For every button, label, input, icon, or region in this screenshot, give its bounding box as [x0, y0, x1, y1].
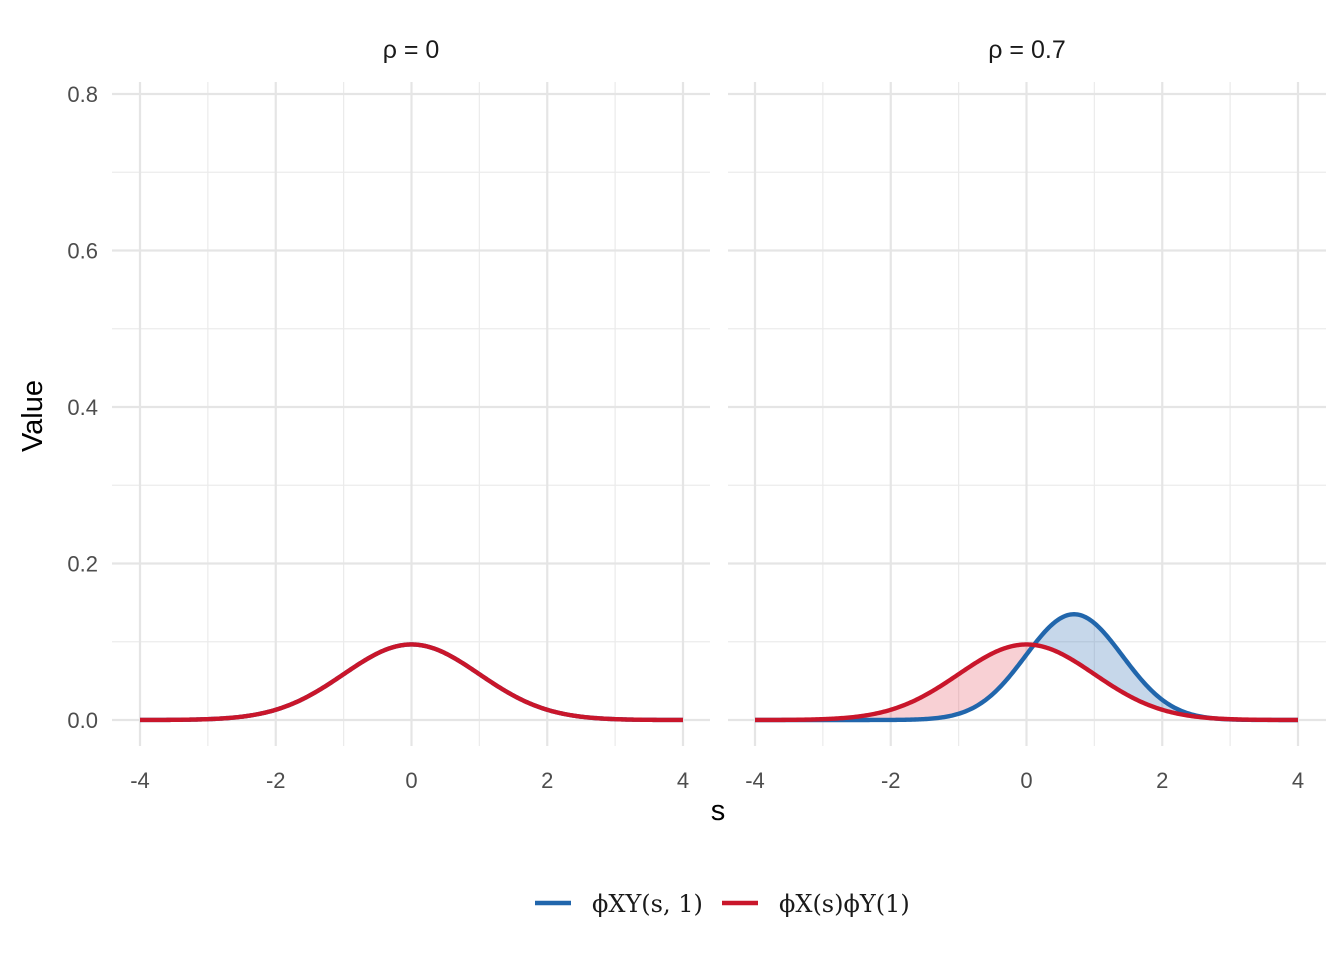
- x-tick-label: 2: [541, 768, 553, 793]
- x-axis-title: s: [711, 795, 726, 827]
- legend: ϕXY(s, 1) ϕX(s)ϕY(1): [535, 890, 910, 918]
- x-tick-label: 0: [405, 768, 417, 793]
- y-tick-label: 0.0: [67, 708, 98, 733]
- y-tick-label: 0.4: [67, 395, 98, 420]
- series-line-phi-prod: [754, 642, 1299, 723]
- x-tick-label: 2: [1156, 768, 1168, 793]
- y-axis-title: Value: [17, 380, 49, 452]
- ribbon-phi-prod-above: [755, 644, 1034, 720]
- y-tick-label: 0.6: [67, 239, 98, 264]
- x-tick-label: 0: [1020, 768, 1032, 793]
- panel-2: ρ = 0.7 -4 -2 0 2 4: [728, 36, 1326, 793]
- panel-1: ρ = 0 -4 -2 0 2 4 0.0 0.2 0.4 0.6 0.8: [67, 36, 710, 793]
- y-tick-label: 0.2: [67, 552, 98, 577]
- series-line-phi-prod: [139, 642, 684, 723]
- ribbon-phi-xy-above: [1034, 614, 1213, 719]
- x-tick-label: 4: [1292, 768, 1304, 793]
- y-tick-label: 0.8: [67, 82, 98, 107]
- legend-label-2: ϕX(s)ϕY(1): [779, 890, 910, 918]
- panel-strip-title: ρ = 0: [383, 36, 440, 64]
- legend-label-1: ϕXY(s, 1): [592, 890, 703, 918]
- x-tick-label: -2: [881, 768, 901, 793]
- panel-strip-title: ρ = 0.7: [988, 36, 1065, 64]
- x-tick-label: -4: [130, 768, 150, 793]
- x-tick-label: 4: [677, 768, 689, 793]
- x-tick-label: -4: [745, 768, 765, 793]
- x-tick-label: -2: [266, 768, 286, 793]
